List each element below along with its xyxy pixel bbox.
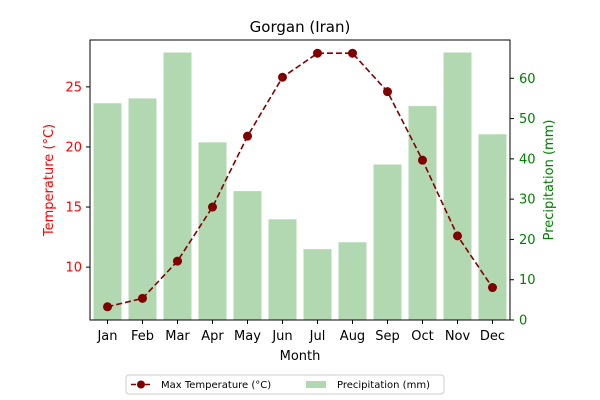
- y-left-tick-label: 20: [65, 140, 82, 155]
- chart-title: Gorgan (Iran): [250, 18, 351, 36]
- temperature-point-apr: [208, 202, 217, 212]
- x-tick-label: Apr: [201, 329, 224, 344]
- x-tick-label: Sep: [375, 329, 400, 344]
- temperature-point-mar: [173, 256, 182, 266]
- x-tick-label: May: [234, 329, 261, 344]
- x-tick-label: Jun: [271, 329, 292, 344]
- y-left-tick-label: 25: [65, 80, 82, 95]
- temperature-point-sep: [383, 87, 392, 97]
- y-left-axis-label: Temperature (°C): [42, 124, 57, 237]
- y-right-tick-label: 50: [519, 112, 536, 127]
- plot-area: Jan Feb Mar Apr May Jun Jul Aug Sep Oct Nov Dec Mont…: [42, 39, 557, 364]
- x-tick-label: Nov: [445, 329, 471, 344]
- precip-bar-jul: [303, 249, 332, 320]
- plot-frame: [89, 39, 511, 321]
- precip-bar-nov: [443, 52, 472, 321]
- temperature-line: [107, 52, 494, 308]
- x-tick-label: Aug: [340, 329, 365, 344]
- x-tick-label: Jan: [96, 329, 117, 344]
- legend-marker-swatch: [137, 380, 145, 389]
- y-right-tick-label: 60: [519, 72, 536, 87]
- temperature-point-jan: [103, 302, 112, 312]
- temperature-point-feb: [138, 293, 147, 303]
- y-right-tick-label: 0: [519, 314, 527, 329]
- y-left-tick-label: 10: [65, 261, 82, 276]
- precip-bar-jun: [268, 219, 297, 320]
- legend-box: [125, 374, 445, 395]
- y-right-tick-label: 40: [519, 152, 536, 167]
- y-right-axis-label: Precipitation (mm): [542, 120, 557, 241]
- x-axis-label: Month: [280, 349, 321, 364]
- y-right-tick-label: 20: [519, 233, 536, 248]
- precip-bar-oct: [408, 106, 437, 320]
- y-right-tick-label: 30: [519, 193, 536, 208]
- legend-label-precipitation: Precipitation (mm): [337, 380, 430, 391]
- temperature-point-oct: [418, 155, 427, 165]
- precip-bar-apr: [198, 142, 227, 320]
- legend-label-temperature: Max Temperature (°C): [161, 380, 271, 391]
- x-tick-label: Jul: [309, 329, 326, 344]
- precip-bar-dec: [478, 134, 507, 320]
- y-left-tick-label: 15: [65, 201, 82, 216]
- legend: Max Temperature (°C) Precipitation (mm): [125, 374, 445, 395]
- temperature-point-dec: [488, 283, 497, 293]
- precip-bar-may: [233, 191, 262, 320]
- precip-bar-feb: [128, 98, 157, 320]
- temperature-point-nov: [453, 231, 462, 241]
- temperature-point-aug: [348, 48, 357, 58]
- y-right-tick-label: 10: [519, 273, 536, 288]
- precip-bar-mar: [163, 52, 192, 321]
- x-tick-label: Dec: [480, 329, 505, 344]
- temperature-point-jul: [313, 48, 322, 58]
- precip-bar-aug: [338, 242, 367, 320]
- x-tick-label: Feb: [131, 329, 154, 344]
- x-tick-label: Oct: [411, 329, 433, 344]
- x-tick-label: Mar: [165, 329, 190, 344]
- temperature-point-may: [243, 131, 252, 141]
- temperature-point-jun: [278, 72, 287, 82]
- legend-bar-swatch: [306, 381, 326, 388]
- precip-bar-jan: [93, 103, 122, 320]
- precip-bar-sep: [373, 164, 402, 320]
